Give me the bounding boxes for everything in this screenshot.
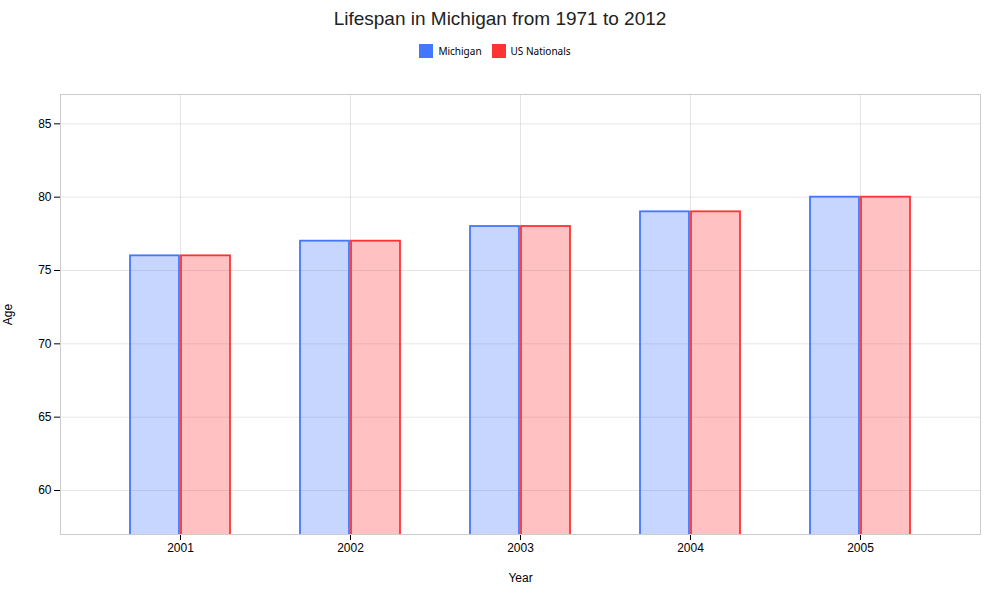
svg-text:Age: Age (1, 304, 15, 326)
svg-text:2003: 2003 (507, 541, 534, 555)
svg-text:65: 65 (38, 410, 52, 424)
svg-text:2002: 2002 (337, 541, 364, 555)
svg-text:70: 70 (38, 337, 52, 351)
html-text:US Nationals: US Nationals (510, 43, 571, 58)
svg-text:2001: 2001 (167, 541, 194, 555)
svg-text:75: 75 (38, 263, 52, 277)
html-text:Michigan: Michigan (438, 43, 482, 58)
svg-text:2005: 2005 (847, 541, 874, 555)
svg-text:80: 80 (38, 190, 52, 204)
svg-text:85: 85 (38, 117, 52, 131)
svg-text:2004: 2004 (677, 541, 704, 555)
svg-text:Year: Year (508, 571, 532, 585)
html-text:Lifespan in Michigan from 1971: Lifespan in Michigan from 1971 to 2012 (333, 8, 667, 29)
svg-text:60: 60 (38, 483, 52, 497)
